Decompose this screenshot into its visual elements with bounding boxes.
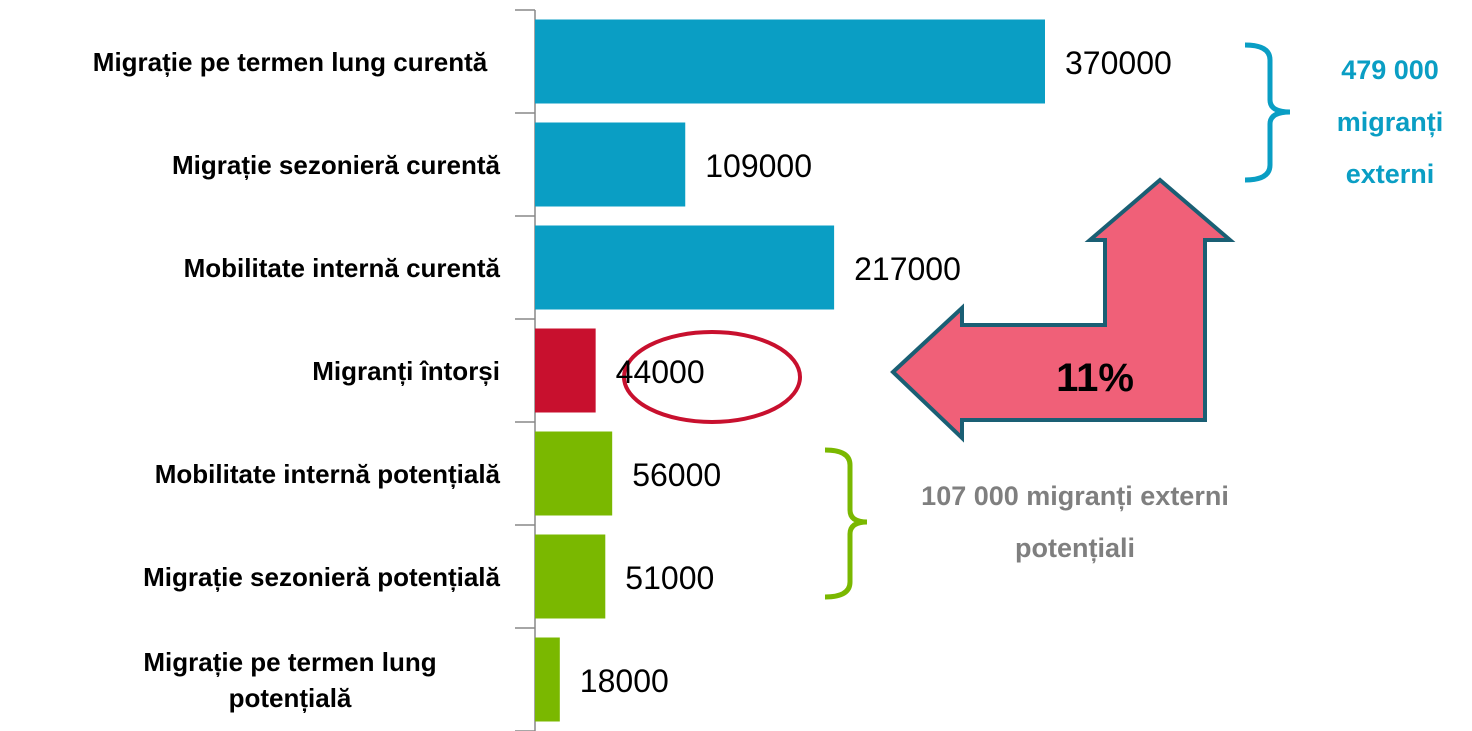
category-label: Migranți întorși bbox=[312, 355, 500, 386]
bar bbox=[535, 637, 560, 722]
value-label: 51000 bbox=[625, 560, 714, 596]
brace bbox=[824, 447, 868, 600]
bar bbox=[535, 122, 686, 207]
category-label: Mobilitate internă potențială bbox=[154, 458, 500, 489]
category-label: Migrație pe termen lung curentă bbox=[92, 46, 488, 77]
category-label: Migrație pe termen lung potențială bbox=[143, 646, 437, 713]
value-label: 217000 bbox=[854, 251, 961, 287]
value-label: 44000 bbox=[616, 354, 705, 390]
bar bbox=[535, 431, 613, 516]
value-label: 18000 bbox=[580, 663, 669, 699]
annotation: 11% bbox=[1056, 356, 1134, 400]
bar bbox=[535, 225, 835, 310]
category-label: Mobilitate internă curentă bbox=[183, 252, 500, 283]
category-label: Migrație sezonieră potențială bbox=[143, 561, 500, 592]
value-label: 56000 bbox=[632, 457, 721, 493]
bar bbox=[535, 19, 1045, 104]
highlight-ellipse bbox=[622, 330, 802, 424]
brace bbox=[1244, 42, 1291, 183]
value-label: 109000 bbox=[705, 148, 812, 184]
annotation: 107 000 migranți externi potențiali bbox=[921, 481, 1229, 563]
bar bbox=[535, 534, 606, 619]
annotation: 479 000 migranți externi bbox=[1336, 55, 1444, 189]
value-label: 370000 bbox=[1065, 45, 1172, 81]
category-label: Migrație sezonieră curentă bbox=[172, 149, 500, 180]
bar bbox=[535, 328, 596, 413]
arrow bbox=[890, 177, 1236, 443]
